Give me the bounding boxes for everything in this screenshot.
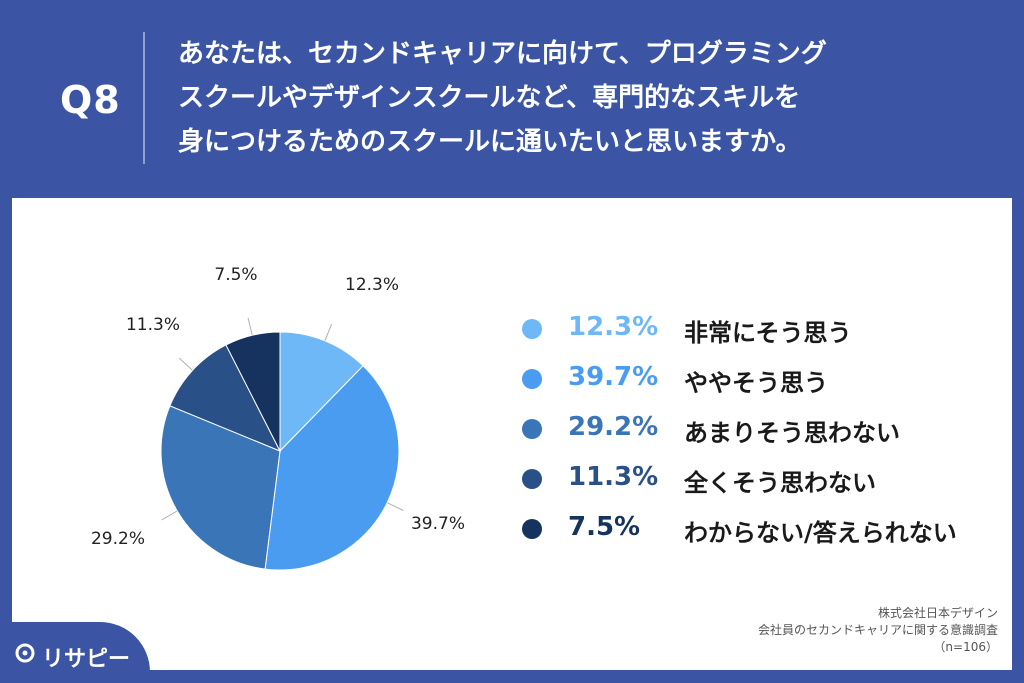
- source-sample: （n=106）: [933, 640, 998, 654]
- pie-slice: [225, 331, 281, 452]
- legend-item: 39.7% ややそう思う: [522, 360, 992, 400]
- data-label: 29.2%: [91, 529, 145, 549]
- legend-label: わからない/答えられない: [684, 519, 957, 547]
- legend-label: 全くそう思わない: [684, 469, 876, 497]
- legend-swatch: [522, 419, 542, 439]
- pie-slice: [264, 365, 400, 571]
- leader-line: [178, 357, 193, 371]
- question-number: Q8: [60, 78, 121, 122]
- question-text: あなたは、セカンドキャリアに向けて、プログラミング スクールやデザインスクールな…: [178, 32, 978, 164]
- data-label: 11.3%: [126, 315, 180, 335]
- legend-percent: 7.5%: [568, 512, 641, 542]
- data-label: 39.7%: [411, 514, 465, 534]
- legend-item: 7.5% わからない/答えられない: [522, 510, 992, 550]
- legend-item: 11.3% 全くそう思わない: [522, 460, 992, 500]
- leader-line: [386, 502, 404, 511]
- leader-line: [247, 317, 253, 336]
- legend-percent: 11.3%: [568, 462, 659, 492]
- legend-percent: 29.2%: [568, 412, 659, 442]
- source-survey: 会社員のセカンドキャリアに関する意識調査: [757, 623, 998, 637]
- legend-item: 29.2% あまりそう思わない: [522, 410, 992, 450]
- legend-swatch: [522, 469, 542, 489]
- pie-slice: [160, 405, 281, 570]
- data-label: 7.5%: [214, 265, 257, 285]
- question-line-3: 身につけるためのスクールに通いたいと思いますか。: [178, 127, 802, 157]
- brand-logo: リサピー: [0, 622, 150, 683]
- legend-swatch: [522, 369, 542, 389]
- legend-swatch: [522, 519, 542, 539]
- data-label: 12.3%: [345, 275, 399, 295]
- source-company: 株式会社日本デザイン: [877, 606, 998, 620]
- question-header: Q8 あなたは、セカンドキャリアに向けて、プログラミング スクールやデザインスク…: [0, 0, 1024, 200]
- legend-label: 非常にそう思う: [684, 319, 852, 347]
- source-note: 株式会社日本デザイン 会社員のセカンドキャリアに関する意識調査 （n=106）: [758, 605, 998, 656]
- legend-item: 12.3% 非常にそう思う: [522, 310, 992, 350]
- magnifier-icon: [15, 643, 35, 663]
- leader-line: [324, 323, 333, 341]
- legend-percent: 39.7%: [568, 362, 659, 392]
- leader-line: [161, 510, 178, 521]
- question-line-2: スクールやデザインスクールなど、専門的なスキルを: [178, 83, 801, 113]
- legend-percent: 12.3%: [568, 312, 659, 342]
- question-line-1: あなたは、セカンドキャリアに向けて、プログラミング: [178, 39, 827, 69]
- brand-name: リサピー: [42, 647, 131, 672]
- legend-label: あまりそう思わない: [684, 419, 900, 447]
- legend-swatch: [522, 319, 542, 339]
- legend-label: ややそう思う: [684, 369, 828, 397]
- header-divider: [143, 32, 145, 164]
- pie-slice: [279, 331, 364, 453]
